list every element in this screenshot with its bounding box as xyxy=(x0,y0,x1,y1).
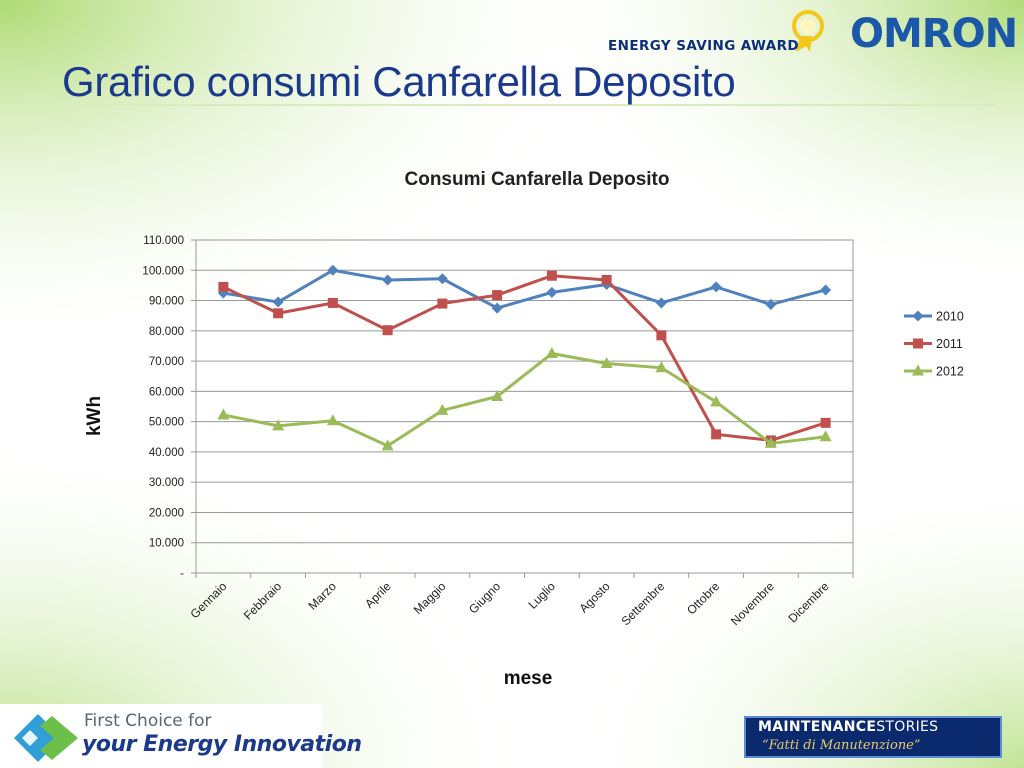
series-2012 xyxy=(217,347,832,451)
legend-marker xyxy=(913,338,923,349)
data-point-2011 xyxy=(382,325,393,336)
chart-legend: 2010 2011 2012 xyxy=(904,310,964,379)
data-point-2011 xyxy=(327,297,338,308)
y-tick-label: 20.000 xyxy=(149,507,184,519)
legend-label: 2010 xyxy=(936,310,964,324)
legend-entry-2010: 2010 xyxy=(904,310,964,324)
data-point-2010 xyxy=(436,273,448,285)
data-point-2010 xyxy=(765,298,777,310)
y-tick-label: 70.000 xyxy=(149,356,184,368)
x-tick-label: Agosto xyxy=(576,579,613,616)
energy-saving-award-label: ENERGY SAVING AWARD xyxy=(608,38,799,54)
x-tick-label: Febbraio xyxy=(241,579,285,623)
data-point-2012 xyxy=(381,439,394,451)
footer-tagline-line2: your Energy Innovation xyxy=(82,732,362,757)
data-point-2011 xyxy=(820,417,831,428)
data-point-2012 xyxy=(436,403,449,415)
legend-marker xyxy=(912,310,924,322)
data-point-2010 xyxy=(710,281,722,293)
y-tick-label: 10.000 xyxy=(149,538,184,550)
data-point-2011 xyxy=(492,290,503,301)
plot-area-frame xyxy=(195,239,854,574)
data-point-2010 xyxy=(327,264,339,276)
data-point-2012 xyxy=(600,357,613,369)
award-emblem-icon xyxy=(792,10,824,52)
maintenance-stories-badge xyxy=(744,716,1002,758)
legend-label: 2011 xyxy=(936,337,963,351)
x-tick-label: Settembre xyxy=(618,579,667,628)
data-point-2011 xyxy=(656,330,667,341)
x-tick-label: Dicembre xyxy=(786,579,832,625)
legend-entry-2011: 2011 xyxy=(904,337,963,351)
data-point-2012 xyxy=(217,408,230,420)
y-tick-label: - xyxy=(180,568,184,580)
data-point-2011 xyxy=(218,281,229,292)
data-point-2010 xyxy=(546,286,558,298)
legend-entry-2012: 2012 xyxy=(904,364,964,379)
brand-logo: OMRON xyxy=(850,11,1018,57)
y-axis-label: kWh xyxy=(84,396,105,436)
series-2011 xyxy=(218,270,831,446)
x-tick-label: Aprile xyxy=(362,579,394,611)
data-point-2012 xyxy=(655,361,668,373)
y-tick-label: 60.000 xyxy=(149,386,184,398)
data-point-2012 xyxy=(545,347,558,359)
data-point-2011 xyxy=(711,429,722,440)
legend-marker xyxy=(912,364,924,376)
y-tick-label: 90.000 xyxy=(149,296,184,308)
x-tick-label: Maggio xyxy=(411,579,449,617)
data-point-2012 xyxy=(491,390,504,402)
y-tick-label: 50.000 xyxy=(149,417,184,429)
series-2010 xyxy=(217,264,832,314)
x-axis-label: mese xyxy=(504,668,553,689)
maintenance-stories-subtitle: “Fatti di Manutenzione” xyxy=(762,738,921,753)
energy-innovation-logo-icon xyxy=(14,714,78,762)
y-tick-label: 100.000 xyxy=(142,265,184,277)
y-tick-label: 30.000 xyxy=(149,477,184,489)
x-tick-label: Giugno xyxy=(466,579,503,616)
chart-series xyxy=(217,264,832,451)
series-line-2012 xyxy=(223,352,826,448)
chart-gridlines xyxy=(195,239,854,574)
maintenance-stories-title: MAINTENANCESTORIES xyxy=(758,719,939,735)
x-tick-label: Luglio xyxy=(525,579,558,612)
y-tick-label: 110.000 xyxy=(143,235,184,247)
x-tick-label: Gennaio xyxy=(188,579,230,621)
data-point-2011 xyxy=(546,270,557,281)
data-point-2012 xyxy=(326,414,339,426)
chart-title: Consumi Canfarella Deposito xyxy=(405,169,670,190)
data-point-2011 xyxy=(601,274,612,285)
data-point-2010 xyxy=(382,274,394,286)
series-line-2011 xyxy=(222,274,827,442)
data-point-2010 xyxy=(655,297,667,309)
data-point-2011 xyxy=(437,298,448,309)
slide-title: Grafico consumi Canfarella Deposito xyxy=(62,58,736,105)
data-point-2011 xyxy=(273,308,284,319)
x-axis-ticks: Gennaio Febbraio Marzo Aprile Maggio Giugno Lu… xyxy=(188,573,854,628)
x-tick-label: Novembre xyxy=(728,579,777,628)
series-line-2010 xyxy=(223,268,827,310)
legend-label: 2012 xyxy=(936,365,964,379)
y-tick-label: 40.000 xyxy=(149,447,184,459)
data-point-2012 xyxy=(819,430,832,442)
data-point-2010 xyxy=(820,284,832,296)
x-tick-label: Marzo xyxy=(306,579,340,613)
footer-tagline-line1: First Choice for xyxy=(84,711,212,731)
y-tick-label: 80.000 xyxy=(149,326,184,338)
data-point-2010 xyxy=(491,302,503,314)
x-tick-label: Ottobre xyxy=(684,579,722,617)
data-point-2010 xyxy=(272,296,284,308)
y-axis-ticks: - 10.000 20.000 30.000 40.000 50.000 60.000 70.… xyxy=(142,235,196,580)
data-point-2012 xyxy=(272,419,285,431)
data-point-2012 xyxy=(764,436,777,448)
data-point-2012 xyxy=(710,395,723,407)
